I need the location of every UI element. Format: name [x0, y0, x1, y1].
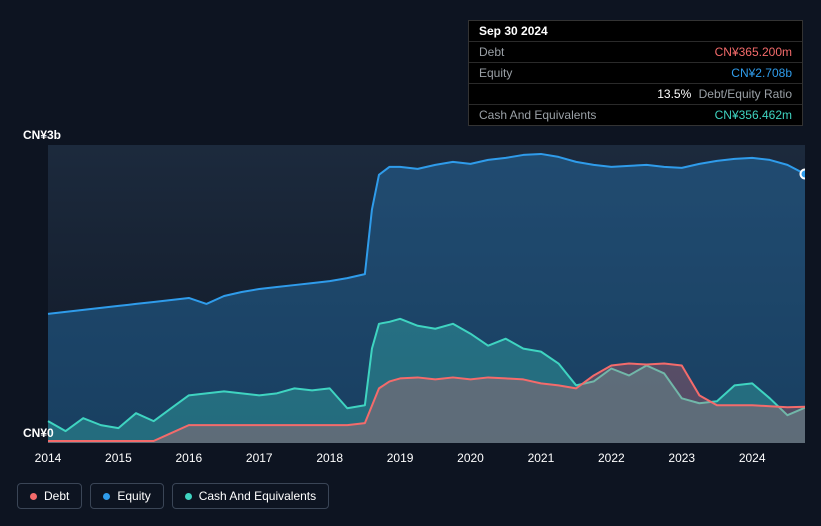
legend-dot-icon: [30, 493, 37, 500]
tooltip-suffix: Debt/Equity Ratio: [695, 87, 792, 101]
x-tick-label: 2022: [598, 451, 625, 465]
legend-dot-icon: [103, 493, 110, 500]
legend-item-equity[interactable]: Equity: [90, 483, 163, 509]
x-tick-label: 2016: [175, 451, 202, 465]
x-tick-label: 2020: [457, 451, 484, 465]
legend-label: Equity: [117, 489, 150, 503]
tooltip-row: Debt CN¥365.200m: [469, 42, 802, 63]
tooltip-label: [479, 87, 619, 101]
legend-label: Cash And Equivalents: [199, 489, 316, 503]
y-axis-max-label: CN¥3b: [23, 128, 61, 142]
x-tick-label: 2019: [387, 451, 414, 465]
tooltip-row: 13.5% Debt/Equity Ratio: [469, 84, 802, 105]
chart-legend: Debt Equity Cash And Equivalents: [17, 483, 329, 509]
x-tick-label: 2024: [739, 451, 766, 465]
x-axis: 2014 2015 2016 2017 2018 2019 2020 2021 2022 2023…: [17, 451, 805, 471]
tooltip-value: CN¥365.200m: [715, 45, 792, 59]
chart-marker: [801, 170, 806, 179]
legend-item-debt[interactable]: Debt: [17, 483, 82, 509]
x-tick-label: 2018: [316, 451, 343, 465]
financial-chart: CN¥3b CN¥0 20142015201620172018201920202…: [17, 120, 805, 490]
x-tick-label: 2015: [105, 451, 132, 465]
legend-dot-icon: [185, 493, 192, 500]
x-tick-label: 2017: [246, 451, 273, 465]
tooltip-value: CN¥2.708b: [731, 66, 792, 80]
tooltip-label: Equity: [479, 66, 619, 80]
x-tick-label: 2014: [35, 451, 62, 465]
y-axis-min-label: CN¥0: [23, 426, 54, 440]
chart-tooltip: Sep 30 2024 Debt CN¥365.200m Equity CN¥2.70…: [468, 20, 803, 126]
tooltip-label: Cash And Equivalents: [479, 108, 619, 122]
chart-plot-area: [17, 120, 805, 443]
x-tick-label: 2021: [528, 451, 555, 465]
legend-label: Debt: [44, 489, 69, 503]
tooltip-label: Debt: [479, 45, 619, 59]
tooltip-row: Cash And Equivalents CN¥356.462m: [469, 105, 802, 125]
x-tick-label: 2023: [668, 451, 695, 465]
tooltip-value: 13.5% Debt/Equity Ratio: [657, 87, 792, 101]
legend-item-cash[interactable]: Cash And Equivalents: [172, 483, 329, 509]
tooltip-value: CN¥356.462m: [715, 108, 792, 122]
tooltip-row: Equity CN¥2.708b: [469, 63, 802, 84]
tooltip-date: Sep 30 2024: [479, 24, 548, 38]
